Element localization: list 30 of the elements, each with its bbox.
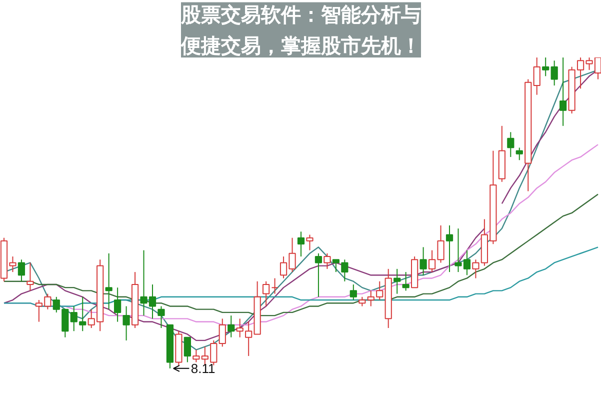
candlestick — [192, 349, 200, 363]
candlestick — [507, 132, 514, 158]
candlestick — [533, 58, 540, 96]
candlestick — [394, 268, 401, 294]
candlestick — [297, 231, 305, 257]
candlestick — [358, 296, 366, 307]
candlestick — [184, 336, 191, 363]
candlestick — [350, 284, 357, 301]
candlestick — [158, 306, 165, 328]
candlestick — [516, 147, 523, 161]
candlestick — [262, 280, 270, 307]
candlestick — [228, 315, 235, 338]
candlestick — [26, 262, 34, 292]
candlestick — [324, 252, 331, 270]
candlestick — [122, 306, 130, 341]
candlestick — [402, 272, 410, 292]
candlestick — [560, 58, 567, 126]
candlestick — [306, 234, 314, 251]
candlestick — [114, 287, 122, 322]
candlestick — [18, 259, 26, 282]
candlestick — [105, 252, 112, 310]
annotation: 8.11 — [190, 360, 216, 376]
candlestick — [271, 278, 278, 294]
candlestick — [218, 318, 226, 348]
candlestick — [314, 252, 322, 298]
candlestick — [446, 224, 454, 273]
chart-title: 股票交易软件：智能分析与便捷交易，掌握股市先机！ — [180, 2, 421, 58]
candlestick — [542, 58, 550, 77]
candlestick — [420, 246, 427, 276]
candlestick — [550, 60, 558, 86]
